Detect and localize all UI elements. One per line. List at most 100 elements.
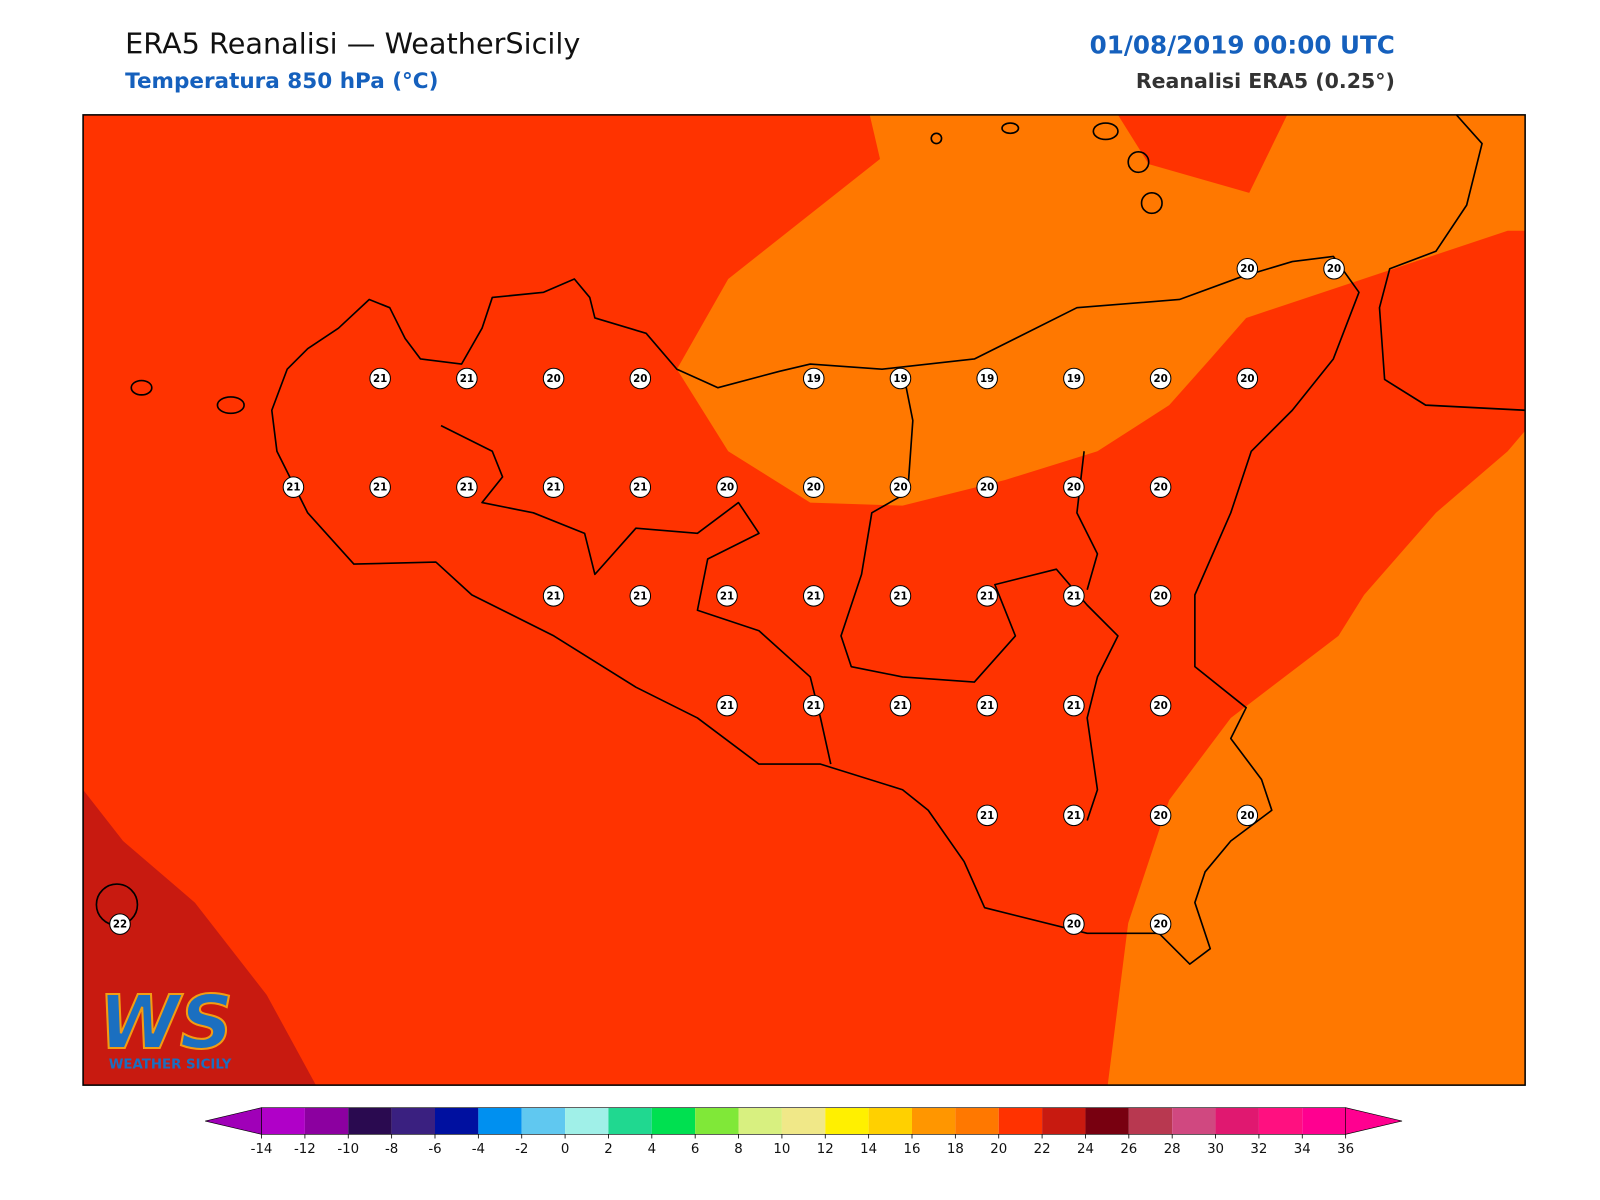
colorbar-tick-label: 6: [691, 1142, 699, 1157]
coastline: [840, 369, 1119, 821]
station-value: 21: [633, 482, 647, 494]
station-value: 20: [1067, 482, 1081, 494]
island: [1140, 192, 1163, 215]
station: 19: [1063, 367, 1085, 390]
colorbar-bin: [1172, 1107, 1216, 1135]
colorbar-tick-label: 12: [817, 1142, 834, 1157]
station-marker: [802, 585, 825, 607]
colorbar-tick-label: 8: [734, 1142, 742, 1157]
colorbar-bin: [1215, 1107, 1259, 1135]
colorbar-bin: [391, 1107, 435, 1135]
station-value: 21: [893, 700, 907, 712]
station-value: 21: [980, 700, 994, 712]
station-marker: [1236, 367, 1259, 390]
station-value: 20: [1067, 919, 1081, 931]
station: 21: [889, 694, 912, 717]
station-marker: [1149, 367, 1172, 390]
colorbar-bin: [1085, 1107, 1129, 1135]
station-marker: [109, 913, 131, 935]
station: 21: [889, 585, 912, 607]
station-marker: [802, 367, 825, 390]
island: [930, 132, 943, 145]
station-marker: [976, 694, 998, 717]
colorbar-tick-label: -4: [472, 1142, 485, 1157]
station-value: 21: [720, 700, 734, 712]
station: 21: [1063, 585, 1085, 607]
station-value: 20: [1240, 263, 1254, 275]
colorbar-tick-label: 0: [561, 1142, 569, 1157]
island: [1092, 122, 1119, 141]
colorbar-tick-label: -8: [385, 1142, 398, 1157]
colorbar-bin: [304, 1107, 349, 1135]
colorbar-tick-label: 28: [1164, 1142, 1181, 1157]
station: 21: [802, 585, 825, 607]
station-marker: [889, 694, 912, 717]
station-value: 21: [980, 810, 994, 822]
station-marker: [282, 476, 305, 498]
island: [130, 379, 153, 396]
station: 20: [1149, 585, 1172, 607]
station-marker: [976, 804, 998, 827]
station-marker: [1063, 585, 1085, 607]
station-value: 21: [1067, 590, 1081, 602]
station: 20: [976, 476, 998, 498]
colorbar-bin: [1042, 1107, 1086, 1135]
station-value: 20: [1327, 263, 1341, 275]
station-value: 21: [807, 590, 821, 602]
title: ERA5 Reanalisi — WeatherSicily: [125, 26, 580, 60]
station-value: 20: [1153, 919, 1167, 931]
station-marker: [889, 476, 912, 498]
station: 21: [629, 476, 652, 498]
station-marker: [802, 476, 825, 498]
coastline: [1378, 114, 1526, 412]
colorbar-tick-label: -14: [251, 1142, 273, 1157]
station-value: 21: [286, 482, 300, 494]
station: 20: [1236, 257, 1259, 280]
station: 21: [456, 476, 478, 498]
station: 20: [629, 367, 652, 390]
station: 20: [1149, 804, 1172, 827]
station-value: 21: [460, 373, 474, 385]
station-marker: [976, 476, 998, 498]
colorbar-bin: [478, 1107, 522, 1135]
station-marker: [369, 476, 391, 498]
colorbar-bin: [261, 1107, 305, 1135]
station-value: 21: [633, 590, 647, 602]
station: 20: [1149, 694, 1172, 717]
station-marker: [542, 367, 565, 390]
station-value: 20: [807, 482, 821, 494]
source: Reanalisi ERA5 (0.25°): [1136, 69, 1395, 93]
station-marker: [369, 367, 391, 390]
station-marker: [716, 694, 738, 717]
station: 20: [802, 476, 825, 498]
colorbar-bin: [998, 1107, 1043, 1135]
station-value: 20: [1240, 373, 1254, 385]
station-value: 20: [893, 482, 907, 494]
station-marker: [976, 367, 998, 390]
field-18-20: [676, 114, 1526, 506]
station-value: 19: [807, 373, 821, 385]
colorbar-tick-label: 2: [604, 1142, 612, 1157]
station: 21: [716, 694, 738, 717]
island: [1127, 150, 1150, 174]
station-marker: [542, 476, 565, 498]
station-value: 22: [113, 919, 127, 931]
station-value: 21: [807, 700, 821, 712]
island: [1001, 122, 1020, 135]
station-value: 20: [1153, 373, 1167, 385]
colorbar-tick-label: 32: [1250, 1142, 1267, 1157]
colorbar-tick-label: 36: [1337, 1142, 1354, 1157]
station: 20: [1063, 913, 1085, 935]
station-value: 19: [1067, 373, 1081, 385]
station-marker: [1063, 804, 1085, 827]
station: 20: [1149, 367, 1172, 390]
map-area: 20 20 21 21 20 20 19 19 19 19 20 20 21 21 21 21 21 20 20 20…: [82, 114, 1526, 1086]
station: 21: [282, 476, 305, 498]
colorbar-tick-label: 34: [1294, 1142, 1311, 1157]
station: 21: [976, 585, 998, 607]
station: 21: [976, 694, 998, 717]
colorbar-bin: [521, 1107, 566, 1135]
station-marker: [456, 367, 478, 390]
